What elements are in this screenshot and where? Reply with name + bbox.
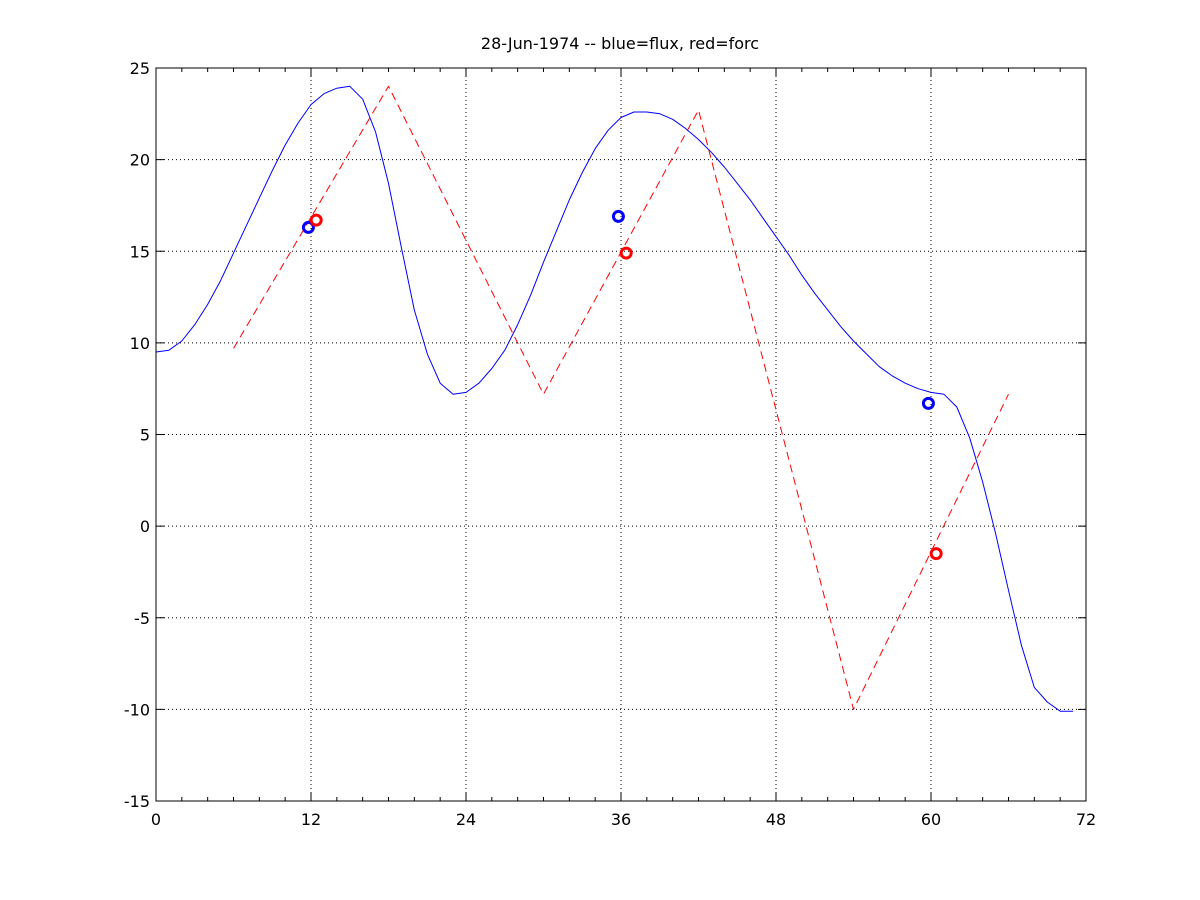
y-tick-label: -10 (124, 700, 150, 719)
x-tick-label: 24 (456, 810, 476, 829)
y-tick-label: 5 (140, 426, 150, 445)
y-tick-label: 15 (130, 242, 150, 261)
chart-title: 28-Jun-1974 -- blue=flux, red=forc (481, 34, 759, 53)
circle-marker (611, 209, 625, 223)
y-tick-label: 20 (130, 151, 150, 170)
y-tick-label: 25 (130, 59, 150, 78)
x-tick-label: 60 (921, 810, 941, 829)
y-tick-label: -15 (124, 792, 150, 811)
x-tick-label: 12 (301, 810, 321, 829)
series-line-1 (155, 85, 1074, 712)
y-tick-label: 0 (140, 517, 150, 536)
x-tick-label: 48 (766, 810, 786, 829)
x-tick-label: 72 (1076, 810, 1096, 829)
y-tick-label: -5 (134, 609, 150, 628)
circle-marker (301, 220, 315, 234)
x-tick-label: 36 (611, 810, 631, 829)
tick-labels: 0 12 24 36 48 60 72 -15 -10 -5 0 5 10 15 20 25 (124, 59, 1096, 829)
circle-marker (929, 547, 943, 561)
circle-marker (921, 396, 935, 410)
minor-ticks (181, 68, 1061, 801)
circle-marker (309, 213, 323, 227)
markers (301, 209, 943, 561)
circle-marker (619, 246, 633, 260)
x-tick-label: 0 (151, 810, 161, 829)
y-tick-label: 10 (130, 334, 150, 353)
